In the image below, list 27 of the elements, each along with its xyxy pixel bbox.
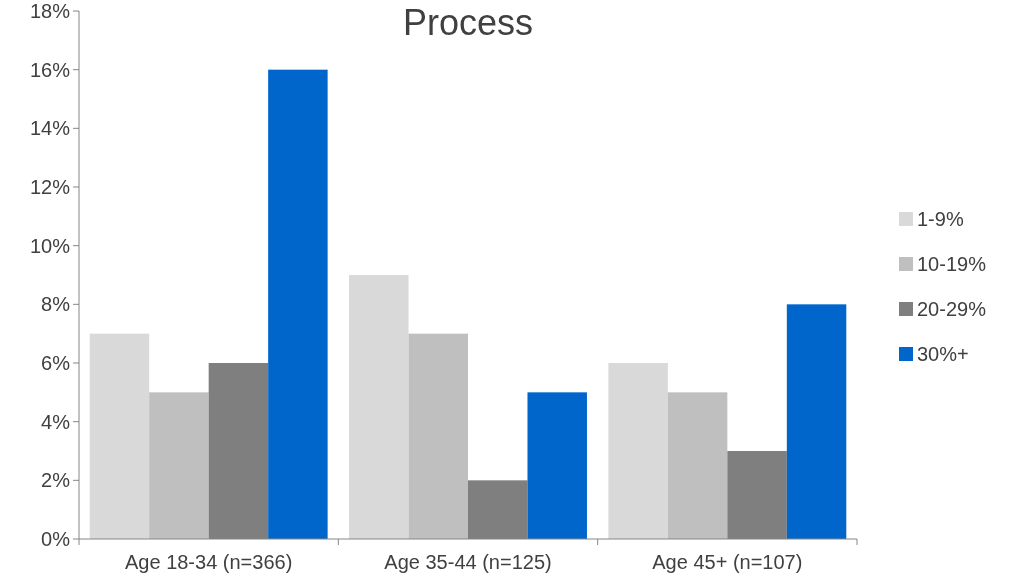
y-tick-label: 18%	[29, 0, 71, 22]
bar	[786, 304, 847, 539]
bar	[608, 363, 668, 539]
legend-label: 1-9%	[917, 208, 964, 230]
bar	[268, 69, 328, 539]
y-tick-label: 4%	[41, 410, 71, 433]
x-tick-label: Age 45+ (n=107)	[652, 551, 803, 573]
legend-label: 10-19%	[917, 253, 987, 275]
y-tick-label: 2%	[41, 469, 71, 492]
legend-label: 30%+	[917, 343, 969, 365]
bar	[527, 392, 587, 539]
y-tick-label: 10%	[29, 234, 71, 257]
y-tick-label: 14%	[29, 117, 71, 140]
bar	[667, 392, 728, 539]
bar	[149, 392, 209, 539]
bar	[89, 333, 150, 539]
y-tick-label: 16%	[29, 58, 71, 81]
y-tick-label: 6%	[41, 352, 71, 374]
y-tick-label: 12%	[29, 176, 71, 198]
legend-label: 20-29%	[917, 298, 987, 320]
x-tick-label: Age 18-34 (n=366)	[124, 551, 293, 573]
chart-title: Process	[402, 2, 534, 43]
x-tick-label: Age 35-44 (n=125)	[384, 551, 552, 573]
bar	[408, 333, 468, 539]
y-tick-label: 8%	[41, 293, 71, 316]
y-tick-label: 0%	[41, 528, 71, 550]
bar	[349, 275, 409, 539]
